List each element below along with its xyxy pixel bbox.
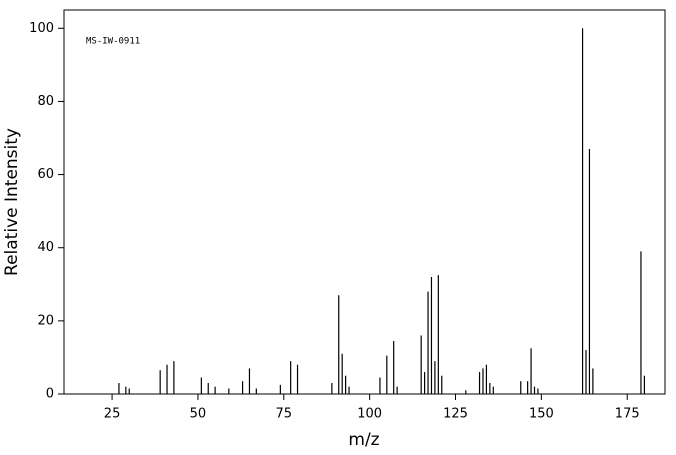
y-tick-label: 100 bbox=[29, 21, 54, 36]
x-tick-label: 75 bbox=[276, 407, 293, 422]
y-tick-label: 80 bbox=[37, 94, 54, 109]
plot-frame bbox=[63, 9, 666, 395]
x-tick-label: 175 bbox=[615, 407, 640, 422]
annotation: MS-IW-0911 bbox=[86, 37, 140, 47]
y-axis-title: Relative Intensity bbox=[2, 128, 22, 276]
x-tick-label: 150 bbox=[529, 407, 554, 422]
x-axis-title: m/z bbox=[348, 430, 379, 450]
y-tick-label: 0 bbox=[46, 387, 54, 402]
x-tick-label: 100 bbox=[357, 407, 382, 422]
y-tick-label: 60 bbox=[37, 167, 54, 182]
x-tick-label: 50 bbox=[190, 407, 207, 422]
x-tick-label: 125 bbox=[443, 407, 468, 422]
y-tick-label: 20 bbox=[37, 313, 54, 328]
y-tick-label: 40 bbox=[37, 240, 54, 255]
x-tick-label: 25 bbox=[104, 407, 121, 422]
